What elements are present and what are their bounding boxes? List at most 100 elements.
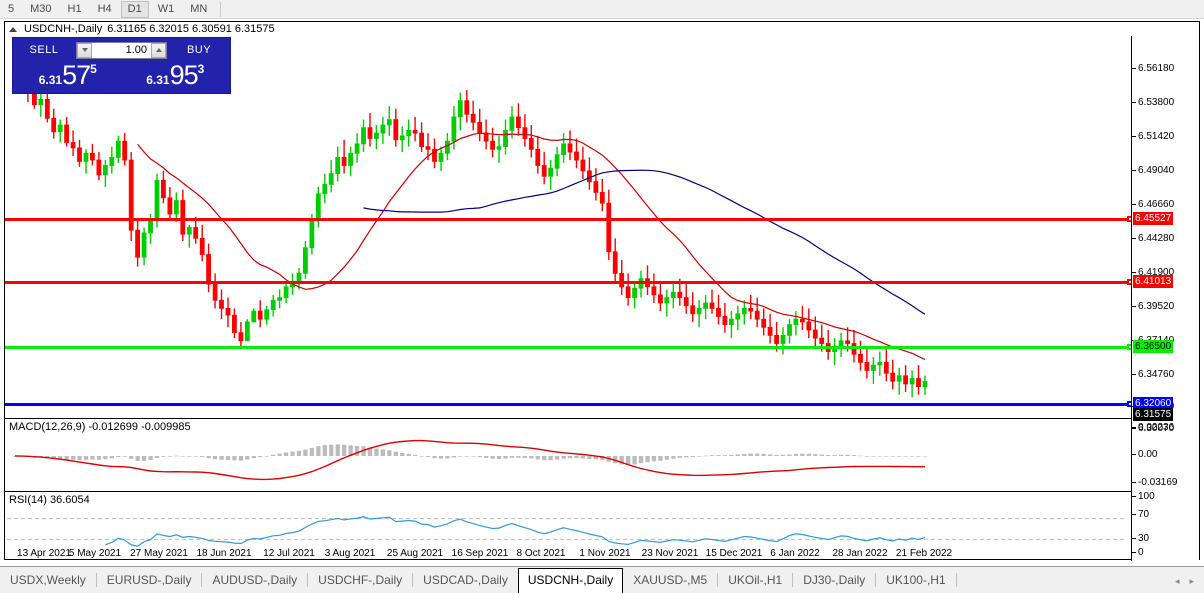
chart-tab-audusd-daily[interactable]: AUDUSD-,Daily — [212, 573, 298, 587]
tab-separator — [955, 573, 957, 587]
horizontal-level-line[interactable] — [5, 279, 1132, 285]
tab-separator — [412, 573, 414, 587]
tab-separator — [201, 573, 203, 587]
sell-button[interactable]: SELL — [29, 44, 59, 56]
timeframe-button-h1[interactable]: H1 — [67, 2, 82, 15]
rsi-tick: 30 — [1132, 533, 1149, 544]
tab-separator — [95, 573, 97, 587]
macd-label: MACD(12,26,9) -0.012699 -0.009985 — [9, 421, 191, 433]
date-axis-label: 5 May 2021 — [68, 548, 122, 559]
timeframe-button-d1[interactable]: D1 — [120, 0, 149, 18]
chart-window: USDCNH-,Daily 6.31165 6.32015 6.30591 6.… — [4, 21, 1200, 561]
chart-tab-bar: USDX,Weekly EURUSD-,Daily AUDUSD-,Daily USD… — [0, 566, 1204, 593]
price-level-tag[interactable]: 6.36500 — [1133, 340, 1174, 353]
buy-price-display[interactable]: 6.31 95 3 — [123, 60, 227, 90]
volume-stepper[interactable]: 1.00 — [76, 41, 167, 59]
date-axis-label: 12 Jul 2021 — [263, 548, 315, 559]
price-level-tag[interactable]: 6.31575 — [1133, 408, 1174, 421]
macd-tick: 0.02236 — [1132, 422, 1174, 433]
chart-tab-eurusd-daily[interactable]: EURUSD-,Daily — [106, 573, 192, 587]
chart-ohlc-values: 6.31165 6.32015 6.30591 6.31575 — [107, 23, 275, 35]
volume-input[interactable]: 1.00 — [92, 44, 151, 56]
sell-price-fraction: 5 — [90, 62, 97, 76]
price-level-tag[interactable]: 6.32060 — [1133, 397, 1174, 410]
date-axis-label: 6 Jan 2022 — [770, 548, 820, 559]
price-tick: 6.49040 — [1132, 165, 1174, 176]
scroll-right-icon[interactable]: ▸ — [1189, 576, 1194, 586]
timeframe-button-h4[interactable]: H4 — [97, 2, 112, 15]
price-tick: 6.39520 — [1132, 301, 1174, 312]
horizontal-level-line[interactable] — [5, 344, 1132, 350]
price-scale[interactable]: 6.56180 6.53800 6.51420 6.49040 6.46660 6.442… — [1131, 36, 1199, 561]
oct-top-row: SELL 1.00 BUY — [13, 38, 230, 60]
buy-price-main: 95 — [169, 60, 199, 90]
date-axis-label: 8 Oct 2021 — [516, 548, 566, 559]
chart-tab-usdchf-daily[interactable]: USDCHF-,Daily — [318, 573, 403, 587]
date-axis-label: 18 Jun 2021 — [196, 548, 252, 559]
date-axis-label: 13 Apr 2021 — [17, 548, 71, 559]
horizontal-level-line[interactable] — [5, 216, 1132, 222]
date-axis-label: 1 Nov 2021 — [579, 548, 631, 559]
price-tick: 6.53800 — [1132, 97, 1174, 108]
date-axis-label: 15 Dec 2021 — [705, 548, 763, 559]
macd-tick: -0.03169 — [1132, 477, 1177, 488]
buy-price-prefix: 6.31 — [146, 73, 170, 87]
timeframe-button-m30[interactable]: M30 — [30, 2, 52, 15]
price-tick: 6.56180 — [1132, 63, 1174, 74]
price-tick: 6.46660 — [1132, 199, 1174, 210]
chart-tab-uk100-h1[interactable]: UK100-,H1 — [886, 573, 946, 587]
chart-tab-usdcnh-daily[interactable]: USDCNH-,Daily — [517, 568, 624, 593]
rsi-pane[interactable]: RSI(14) 36.6054 — [5, 493, 1132, 561]
macd-pane[interactable]: MACD(12,26,9) -0.012699 -0.009985 — [5, 420, 1132, 492]
macd-tick: 0.00 — [1132, 449, 1157, 460]
price-tick: 6.51420 — [1132, 131, 1174, 142]
tab-scroll-arrows[interactable]: ◂ ▸ — [1175, 576, 1204, 593]
rsi-tick: 100 — [1132, 491, 1155, 502]
chart-header: USDCNH-,Daily 6.31165 6.32015 6.30591 6.… — [5, 22, 1199, 36]
volume-increase-button[interactable] — [151, 42, 166, 58]
one-click-trading-panel[interactable]: SELL 1.00 BUY 6.31 57 5 6.31 95 3 — [12, 37, 231, 94]
timeframe-button-5[interactable]: 5 — [8, 2, 15, 15]
tab-separator — [875, 573, 877, 587]
date-axis: 13 Apr 2021 5 May 2021 27 May 2021 18 Jun 2… — [4, 548, 1200, 563]
tab-separator — [717, 573, 719, 587]
buy-button[interactable]: BUY — [186, 44, 212, 56]
chart-tab-xauusd-m5[interactable]: XAUUSD-,M5 — [633, 573, 708, 587]
price-tick: 6.30070 — [1132, 423, 1174, 434]
chart-tab-usdcad-daily[interactable]: USDCAD-,Daily — [423, 573, 508, 587]
tab-separator — [792, 573, 794, 587]
price-tick: 6.41900 — [1132, 267, 1174, 278]
sell-price-main: 57 — [62, 60, 91, 90]
price-tick: 6.34760 — [1132, 369, 1174, 380]
date-axis-label: 16 Sep 2021 — [451, 548, 509, 559]
chart-tab-usdx-weekly[interactable]: USDX,Weekly — [10, 573, 86, 587]
date-axis-label: 25 Aug 2021 — [386, 548, 444, 559]
timeframe-button-mn[interactable]: MN — [190, 2, 208, 15]
chart-symbol-label: USDCNH-,Daily — [24, 23, 103, 35]
date-axis-label: 23 Nov 2021 — [641, 548, 699, 559]
rsi-tick: 0 — [1132, 547, 1144, 558]
sell-price-prefix: 6.31 — [38, 73, 63, 87]
sell-price-display[interactable]: 6.31 57 5 — [16, 60, 120, 90]
timeframe-button-w1[interactable]: W1 — [157, 2, 175, 15]
price-tick: 6.44280 — [1132, 233, 1174, 244]
rsi-label: RSI(14) 36.6054 — [9, 494, 90, 506]
rsi-tick: 70 — [1132, 509, 1149, 520]
toolbar-separator — [220, 1, 222, 17]
rsi-canvas — [7, 516, 1125, 547]
price-level-tag[interactable]: 6.41013 — [1133, 275, 1174, 288]
price-level-tag[interactable]: 6.45527 — [1133, 212, 1174, 225]
date-axis-label: 28 Jan 2022 — [832, 548, 888, 559]
oct-price-row: 6.31 57 5 6.31 95 3 — [13, 60, 230, 93]
chart-tab-ukoil-h1[interactable]: UKOil-,H1 — [728, 573, 783, 587]
date-axis-label: 3 Aug 2021 — [324, 548, 376, 559]
horizontal-level-line[interactable] — [5, 401, 1132, 407]
price-pane[interactable] — [5, 36, 1132, 419]
volume-decrease-button[interactable] — [77, 42, 92, 58]
scroll-left-icon[interactable]: ◂ — [1174, 576, 1180, 586]
chart-tab-dj30-daily[interactable]: DJ30-,Daily — [803, 573, 866, 587]
date-axis-label: 21 Feb 2022 — [895, 548, 953, 559]
date-axis-label: 27 May 2021 — [130, 548, 188, 559]
collapse-arrow-icon[interactable] — [9, 26, 17, 32]
